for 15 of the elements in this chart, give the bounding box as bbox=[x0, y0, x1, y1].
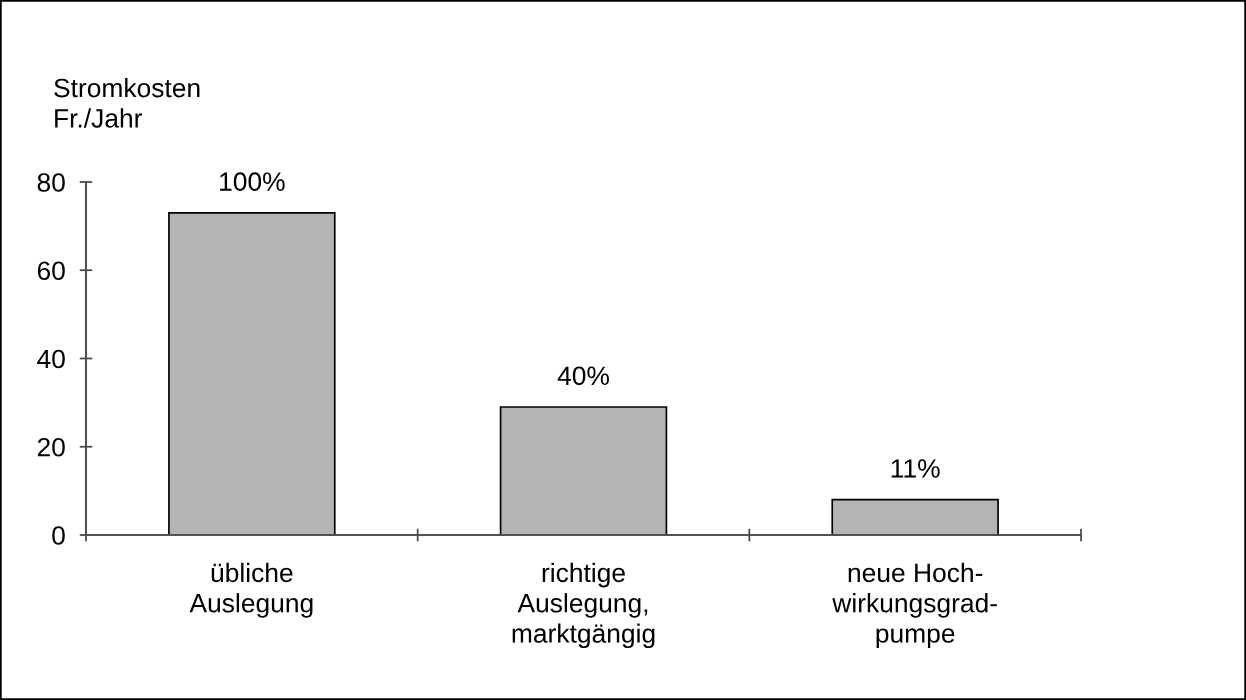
y-tick-label: 0 bbox=[52, 526, 65, 545]
annotation: 100% bbox=[220, 172, 285, 191]
y-axis-title: Stromkosten Fr./Jahr bbox=[54, 78, 200, 128]
bar bbox=[168, 212, 336, 535]
y-tick-label: 60 bbox=[37, 261, 65, 281]
bar bbox=[831, 498, 999, 535]
x-tick-label: richtige Auslegung, marktgängig bbox=[512, 562, 655, 649]
bar bbox=[499, 406, 668, 535]
y-tick-label: 80 bbox=[37, 173, 65, 192]
x-tick-label: neue Hoch- wirkungsgrad- pumpe bbox=[832, 562, 997, 649]
x-tick-label: übliche Auslegung bbox=[189, 562, 313, 618]
y-tick-label: 20 bbox=[37, 437, 65, 457]
annotation: 11% bbox=[891, 459, 940, 478]
y-tick-label: 40 bbox=[37, 349, 65, 369]
annotation: 40% bbox=[557, 366, 609, 386]
